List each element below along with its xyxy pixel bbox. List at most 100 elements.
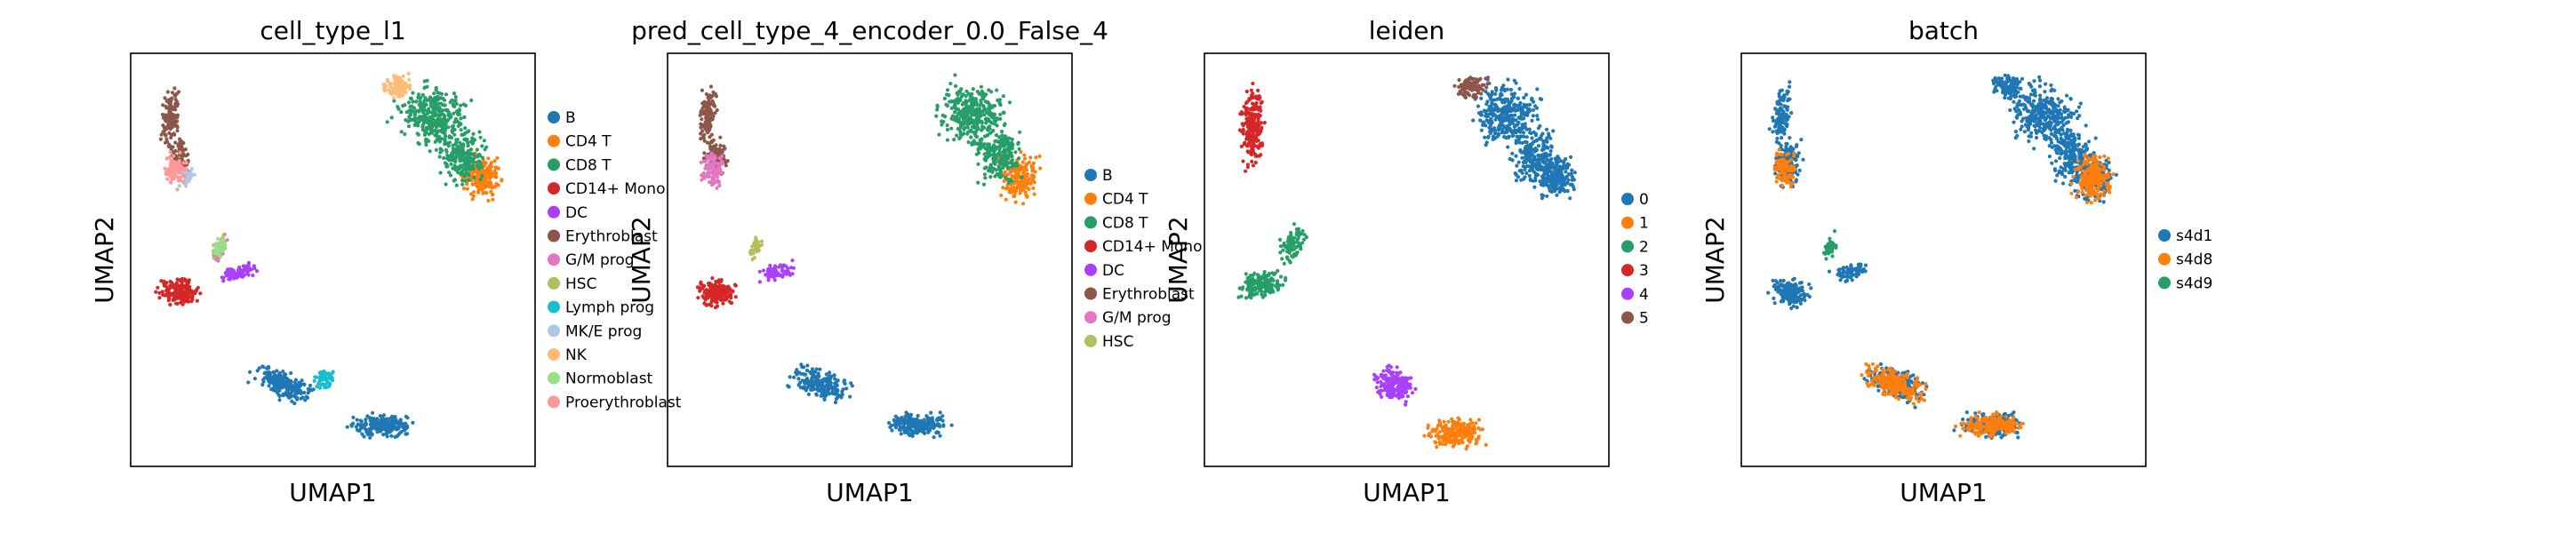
scatter-point xyxy=(1440,442,1444,446)
scatter-point xyxy=(179,279,183,283)
scatter-point xyxy=(359,423,364,427)
scatter-point xyxy=(806,392,812,396)
scatter-point xyxy=(1266,278,1270,282)
scatter-point xyxy=(711,297,716,301)
scatter-point xyxy=(1555,193,1559,197)
scatter-point xyxy=(165,90,170,94)
scatter-point xyxy=(920,429,924,434)
scatter-point xyxy=(709,139,714,144)
legend-label: Proerythroblast xyxy=(565,394,682,411)
series-nk xyxy=(381,71,412,100)
scatter-point xyxy=(309,388,314,393)
scatter-point xyxy=(1562,163,1566,167)
scatter-point xyxy=(1237,286,1242,290)
scatter-point xyxy=(457,107,462,112)
scatter-point xyxy=(1523,164,1528,170)
scatter-point xyxy=(1000,157,1004,162)
scatter-point xyxy=(709,282,714,287)
series-0 xyxy=(1471,77,1577,201)
scatter-point xyxy=(1020,175,1024,179)
scatter-point xyxy=(1010,164,1014,169)
scatter-point xyxy=(416,108,420,113)
scatter-point xyxy=(1519,116,1524,121)
scatter-point xyxy=(468,167,472,171)
scatter-point xyxy=(417,120,421,124)
scatter-point xyxy=(716,162,721,166)
scatter-point xyxy=(442,155,446,160)
scatter-point xyxy=(237,265,242,269)
scatter-point xyxy=(914,430,918,434)
scatter-point xyxy=(1524,171,1529,176)
scatter-point xyxy=(466,152,470,156)
scatter-point xyxy=(1244,272,1248,276)
scatter-point xyxy=(198,291,203,296)
scatter-point xyxy=(175,125,180,130)
scatter-point xyxy=(982,113,987,117)
scatter-point xyxy=(173,140,178,145)
scatter-point xyxy=(1478,427,1483,432)
scatter-point xyxy=(726,284,731,289)
scatter-point xyxy=(718,135,723,139)
scatter-point xyxy=(452,148,457,153)
scatter-point xyxy=(292,393,297,397)
scatter-point xyxy=(408,112,412,116)
scatter-point xyxy=(708,286,713,290)
scatter-point xyxy=(236,272,241,276)
scatter-point xyxy=(453,117,458,122)
scatter-point xyxy=(277,398,282,402)
scatter-point xyxy=(172,160,177,164)
scatter-point xyxy=(1494,107,1499,111)
scatter-point xyxy=(255,269,260,274)
scatter-point xyxy=(949,423,954,427)
legend-marker xyxy=(548,395,560,409)
scatter-point xyxy=(708,144,713,148)
scatter-point xyxy=(1256,274,1260,278)
scatter-point xyxy=(168,102,172,107)
scatter-point xyxy=(727,299,732,304)
scatter-point xyxy=(711,168,716,172)
series-cd14-mono xyxy=(154,276,203,307)
scatter-point xyxy=(423,115,428,120)
scatter-point xyxy=(720,171,724,176)
scatter-point xyxy=(986,128,990,132)
scatter-point xyxy=(1015,163,1020,168)
scatter-point xyxy=(365,414,370,418)
scatter-point xyxy=(492,169,497,173)
scatter-point xyxy=(432,91,436,96)
scatter-point xyxy=(275,369,279,373)
scatter-point xyxy=(1510,95,1516,100)
scatter-point xyxy=(246,380,251,385)
scatter-point xyxy=(788,273,793,277)
scatter-point xyxy=(442,115,446,120)
scatter-point xyxy=(1292,222,1296,227)
scatter-point xyxy=(169,132,173,137)
scatter-point xyxy=(428,126,432,131)
scatter-point xyxy=(1516,96,1521,100)
scatter-point xyxy=(271,388,276,393)
scatter-point xyxy=(492,159,497,163)
scatter-point xyxy=(486,198,491,203)
scatter-point xyxy=(998,101,1003,106)
scatter-point xyxy=(714,280,718,284)
scatter-point xyxy=(326,381,332,386)
scatter-point xyxy=(1516,107,1520,112)
scatter-point xyxy=(1499,114,1503,118)
scatter-point xyxy=(236,268,241,273)
scatter-point xyxy=(412,123,417,127)
scatter-point xyxy=(427,115,431,120)
scatter-point xyxy=(178,170,183,174)
scatter-point xyxy=(364,430,369,434)
scatter-point xyxy=(170,125,174,130)
scatter-point xyxy=(387,88,391,92)
scatter-point xyxy=(452,179,456,183)
scatter-point xyxy=(359,419,364,424)
scatter-point xyxy=(804,388,809,393)
scatter-point xyxy=(940,119,944,123)
scatter-point xyxy=(173,167,178,171)
scatter-point xyxy=(275,375,279,379)
scatter-point xyxy=(1004,154,1008,158)
scatter-point xyxy=(1530,136,1534,140)
scatter-point xyxy=(285,382,290,386)
scatter-point xyxy=(471,159,476,164)
scatter-point xyxy=(850,384,855,388)
